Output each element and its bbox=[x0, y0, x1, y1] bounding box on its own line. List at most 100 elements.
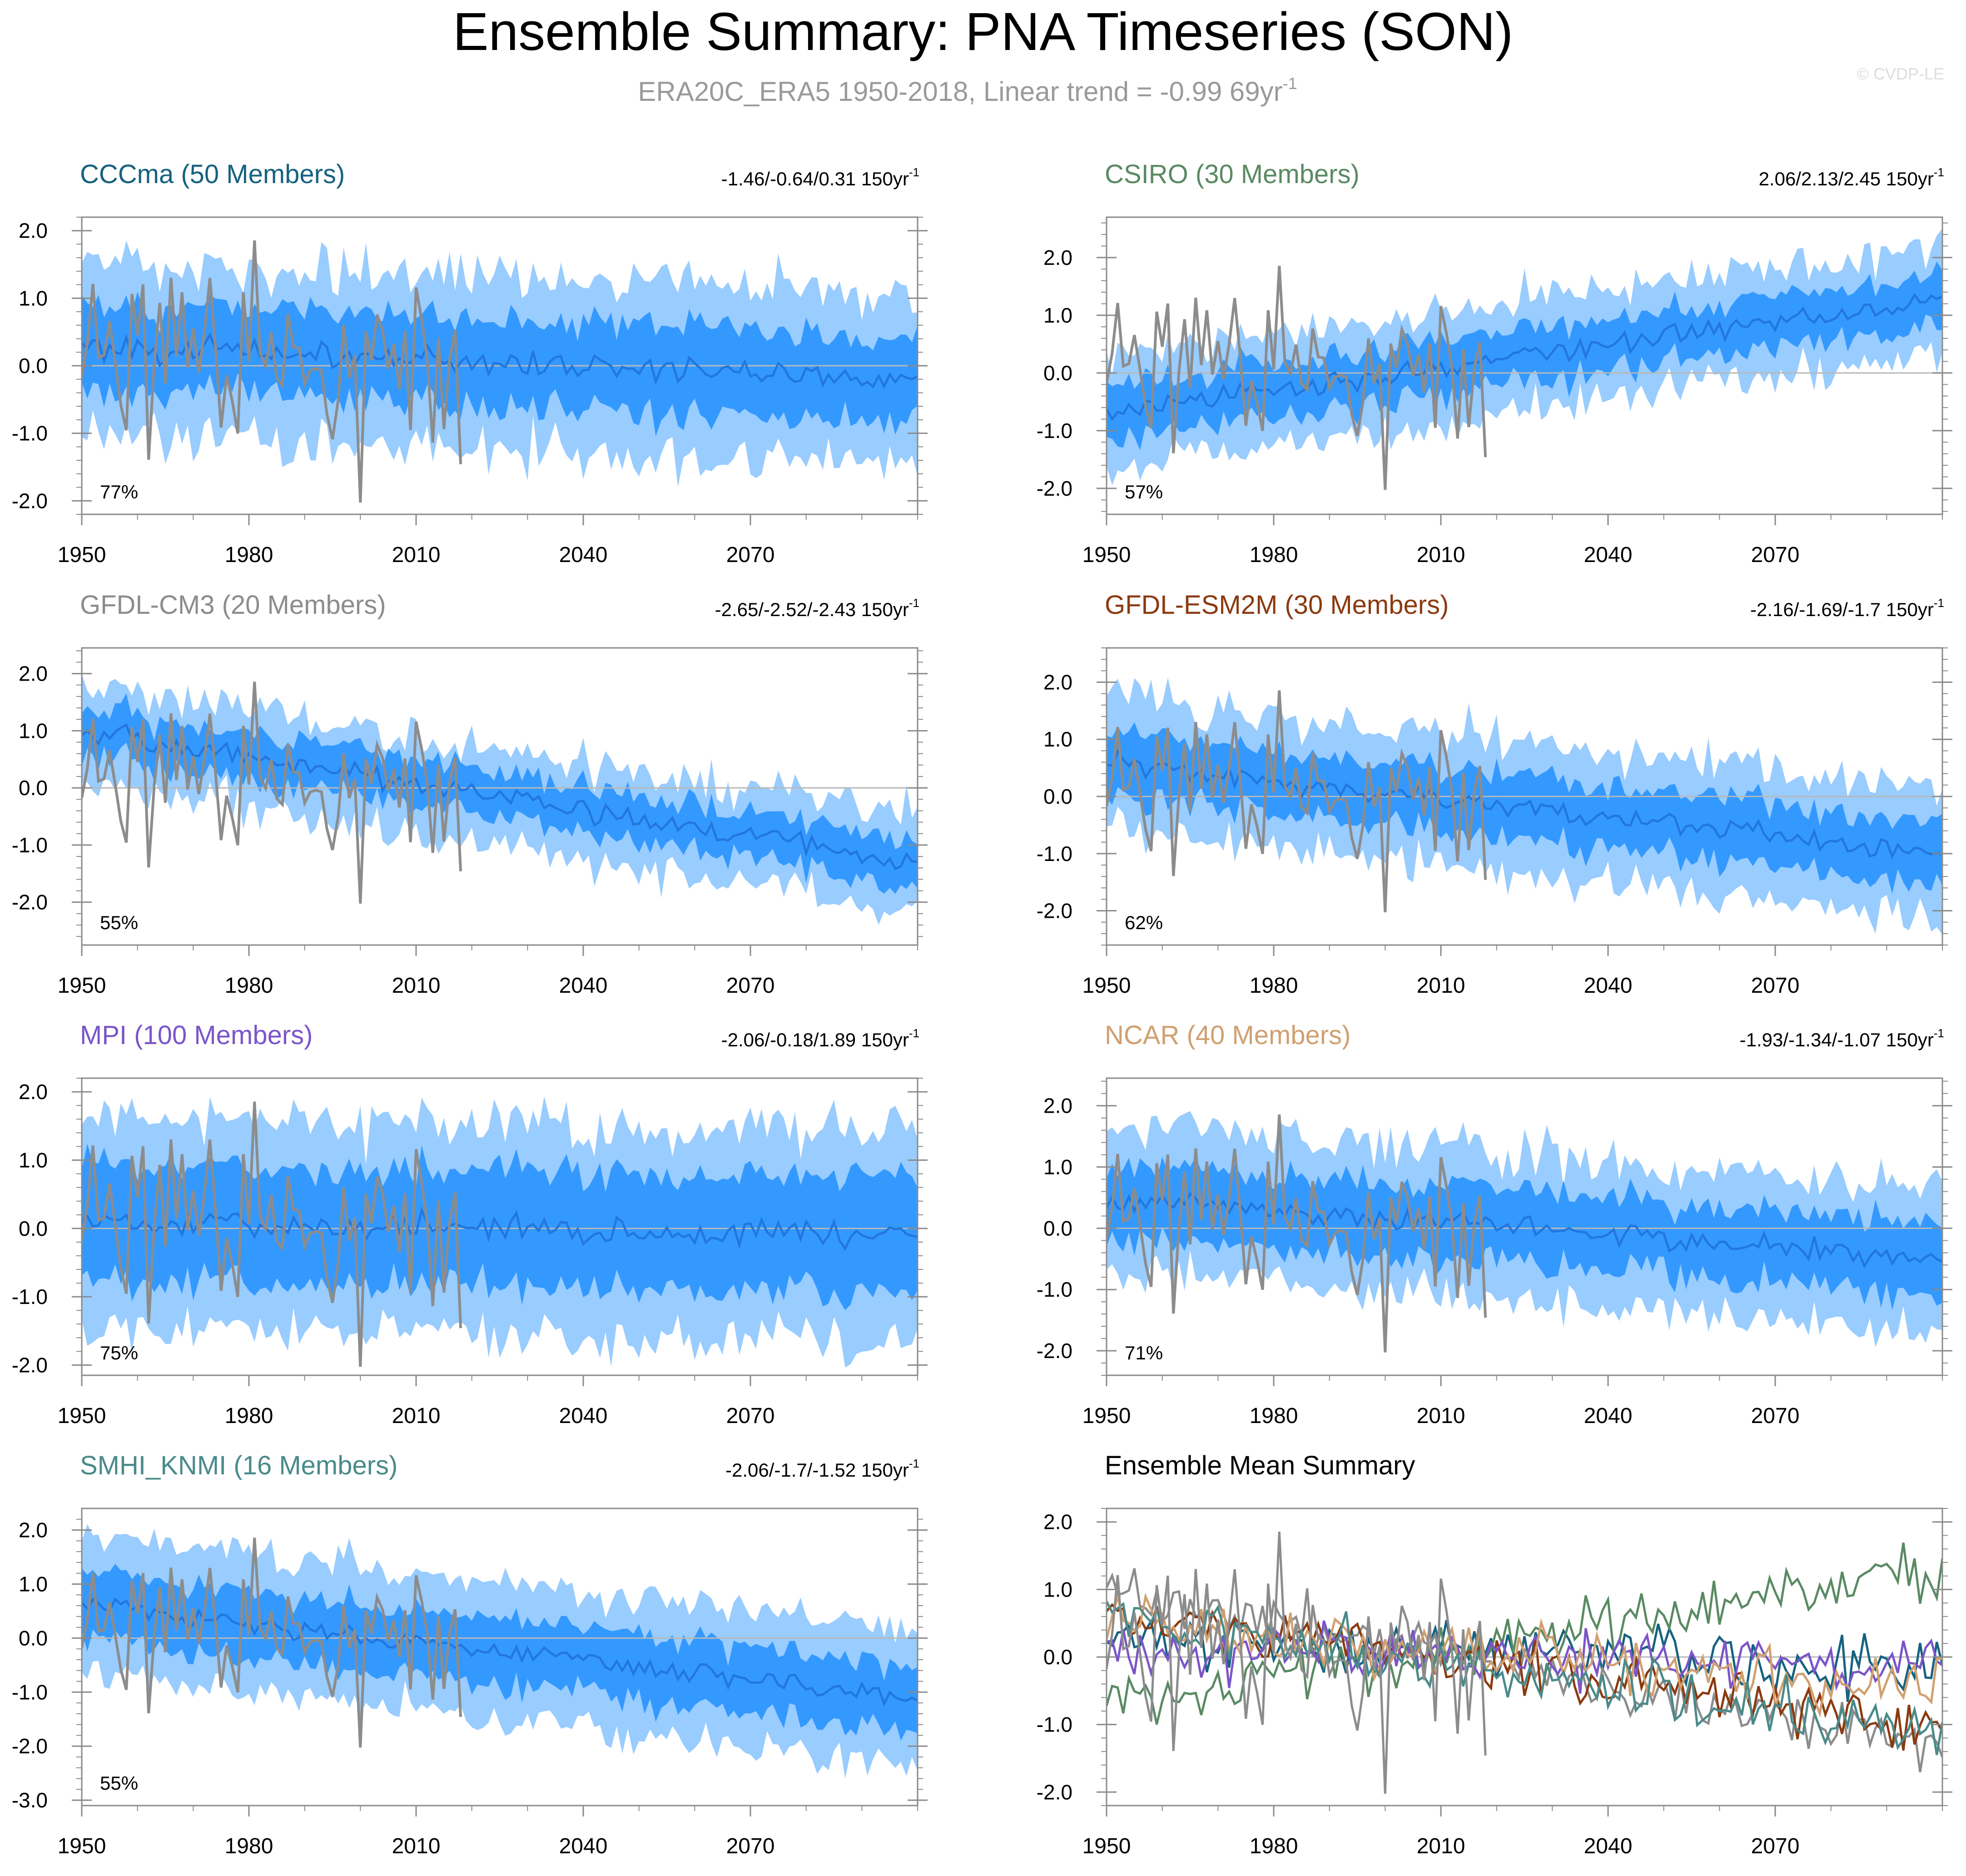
observation-line bbox=[82, 240, 462, 503]
plot-area bbox=[82, 1524, 918, 1779]
xtick-label: 1980 bbox=[225, 1834, 273, 1858]
ytick-label: -2.0 bbox=[1037, 477, 1072, 500]
chart-panel-6: SMHI_KNMI (16 Members) -2.06/-1.7/-1.52 1… bbox=[12, 1451, 928, 1858]
xtick-label: 2070 bbox=[726, 974, 775, 998]
chart-panel-2: GFDL-CM3 (20 Members) -2.65/-2.52/-2.43 1… bbox=[12, 590, 928, 998]
xtick-label: 1950 bbox=[1082, 543, 1131, 567]
trend-range-text: -1.46/-0.64/0.31 150yr bbox=[721, 168, 909, 189]
ytick-label: -1.0 bbox=[12, 1285, 48, 1309]
xtick-label: 1980 bbox=[1250, 1834, 1298, 1858]
ytick-label: -2.0 bbox=[1037, 1780, 1072, 1804]
inner-spread-band bbox=[82, 693, 918, 894]
trend-range-sup: -1 bbox=[1934, 596, 1944, 610]
ytick-label: -2.0 bbox=[1037, 1339, 1072, 1363]
plot-area bbox=[82, 1096, 918, 1368]
percent-label: 55% bbox=[100, 1772, 138, 1794]
percent-label: 71% bbox=[1125, 1342, 1163, 1363]
xtick-label: 2010 bbox=[392, 543, 441, 567]
ytick-label: 0.0 bbox=[19, 776, 48, 800]
plot-area bbox=[1107, 677, 1942, 935]
ensemble-mean-line bbox=[1107, 749, 1942, 860]
plot-frame bbox=[1106, 1077, 1943, 1376]
inner-spread-band bbox=[82, 1563, 918, 1741]
xtick-label: 1980 bbox=[225, 974, 273, 998]
ytick-label: 2.0 bbox=[1043, 670, 1072, 694]
trend-range-sup: -1 bbox=[1934, 165, 1944, 179]
ytick-label: 1.0 bbox=[19, 286, 48, 310]
ytick-label: 2.0 bbox=[1043, 1094, 1072, 1118]
xtick-label: 2010 bbox=[1417, 1404, 1465, 1428]
ensemble-mean-line bbox=[82, 723, 918, 871]
ytick-label: -1.0 bbox=[12, 422, 48, 445]
chart-panel-0: CCCma (50 Members) -1.46/-0.64/0.31 150yr… bbox=[12, 159, 928, 567]
ytick-label: -2.0 bbox=[12, 891, 48, 914]
ytick-label: 2.0 bbox=[1043, 246, 1072, 269]
trend-range-sup: -1 bbox=[1934, 1026, 1944, 1040]
series-line-csiro bbox=[1107, 1543, 1942, 1725]
xtick-label: 2040 bbox=[1584, 1404, 1633, 1428]
chart-panel-5: NCAR (40 Members) -1.93/-1.34/-1.07 150yr… bbox=[1037, 1020, 1952, 1428]
ytick-label: -1.0 bbox=[1037, 842, 1072, 866]
panels-container: CCCma (50 Members) -1.46/-0.64/0.31 150yr… bbox=[12, 159, 1952, 1858]
ensemble-mean-line bbox=[82, 332, 918, 389]
xtick-label: 2040 bbox=[559, 974, 608, 998]
panel-title: CSIRO (30 Members) bbox=[1105, 159, 1360, 189]
xtick-label: 2070 bbox=[726, 1404, 775, 1428]
panel-title: Ensemble Mean Summary bbox=[1105, 1451, 1415, 1480]
percent-label: 75% bbox=[100, 1342, 138, 1363]
xtick-label: 2070 bbox=[726, 1834, 775, 1858]
panel-title: NCAR (40 Members) bbox=[1105, 1020, 1350, 1050]
xtick-label: 2010 bbox=[392, 1834, 441, 1858]
series-line-gfdl-esm2m bbox=[1107, 1603, 1942, 1751]
percent-label: 55% bbox=[100, 912, 138, 933]
trend-range-text: -2.65/-2.52/-2.43 150yr bbox=[715, 599, 909, 620]
ytick-label: 0.0 bbox=[19, 354, 48, 378]
ytick-label: -1.0 bbox=[12, 1680, 48, 1704]
observation-line bbox=[1107, 1531, 1487, 1794]
observation-line bbox=[1107, 265, 1487, 490]
trend-range-label: -2.65/-2.52/-2.43 150yr-1 bbox=[715, 596, 919, 620]
xtick-label: 1950 bbox=[1082, 974, 1131, 998]
trend-range-sup: -1 bbox=[909, 596, 919, 610]
ytick-label: 2.0 bbox=[19, 219, 48, 243]
chart-panel-4: MPI (100 Members) -2.06/-0.18/1.89 150yr-… bbox=[12, 1020, 928, 1428]
xtick-label: 2070 bbox=[1751, 543, 1800, 567]
figure-subtitle: ERA20C_ERA5 1950-2018, Linear trend = -0… bbox=[638, 74, 1297, 107]
xtick-label: 2010 bbox=[1417, 543, 1465, 567]
ytick-label: 1.0 bbox=[1043, 727, 1072, 751]
trend-range-sup: -1 bbox=[909, 165, 919, 179]
chart-panel-3: GFDL-ESM2M (30 Members) -2.16/-1.69/-1.7 … bbox=[1037, 590, 1952, 998]
xtick-label: 1980 bbox=[1250, 543, 1298, 567]
ytick-label: -1.0 bbox=[1037, 1278, 1072, 1301]
watermark: © CVDP-LE bbox=[1857, 65, 1944, 83]
percent-label: 57% bbox=[1125, 481, 1163, 503]
trend-range-text: -2.06/-1.7/-1.52 150yr bbox=[725, 1459, 909, 1481]
observation-line bbox=[82, 1101, 462, 1367]
xtick-label: 2070 bbox=[1751, 1404, 1800, 1428]
panel-title: SMHI_KNMI (16 Members) bbox=[80, 1451, 397, 1480]
trend-range-sup: -1 bbox=[909, 1026, 919, 1040]
observation-line bbox=[82, 1538, 462, 1748]
trend-range-label: -2.06/-0.18/1.89 150yr-1 bbox=[721, 1026, 919, 1050]
xtick-label: 1950 bbox=[58, 1404, 106, 1428]
xtick-label: 2040 bbox=[559, 1834, 608, 1858]
trend-range-label: 2.06/2.13/2.45 150yr-1 bbox=[1759, 165, 1944, 189]
trend-range-text: -2.06/-0.18/1.89 150yr bbox=[721, 1029, 909, 1050]
xtick-label: 2010 bbox=[1417, 974, 1465, 998]
trend-range-text: 2.06/2.13/2.45 150yr bbox=[1759, 168, 1934, 189]
ytick-label: 0.0 bbox=[1043, 361, 1072, 385]
figure-subtitle-sup: -1 bbox=[1283, 74, 1297, 93]
xtick-label: 1950 bbox=[58, 1834, 106, 1858]
trend-range-label: -1.93/-1.34/-1.07 150yr-1 bbox=[1740, 1026, 1944, 1050]
xtick-label: 2010 bbox=[1417, 1834, 1465, 1858]
xtick-label: 2040 bbox=[559, 1404, 608, 1428]
ytick-label: 1.0 bbox=[1043, 1155, 1072, 1179]
ytick-label: 2.0 bbox=[19, 662, 48, 686]
ytick-label: 2.0 bbox=[1043, 1510, 1072, 1534]
percent-label: 77% bbox=[100, 481, 138, 503]
xtick-label: 2040 bbox=[1584, 543, 1633, 567]
ytick-label: 0.0 bbox=[1043, 1216, 1072, 1240]
panel-title: MPI (100 Members) bbox=[80, 1020, 313, 1050]
ytick-label: 1.0 bbox=[19, 1572, 48, 1596]
ytick-label: -1.0 bbox=[1037, 1713, 1072, 1737]
